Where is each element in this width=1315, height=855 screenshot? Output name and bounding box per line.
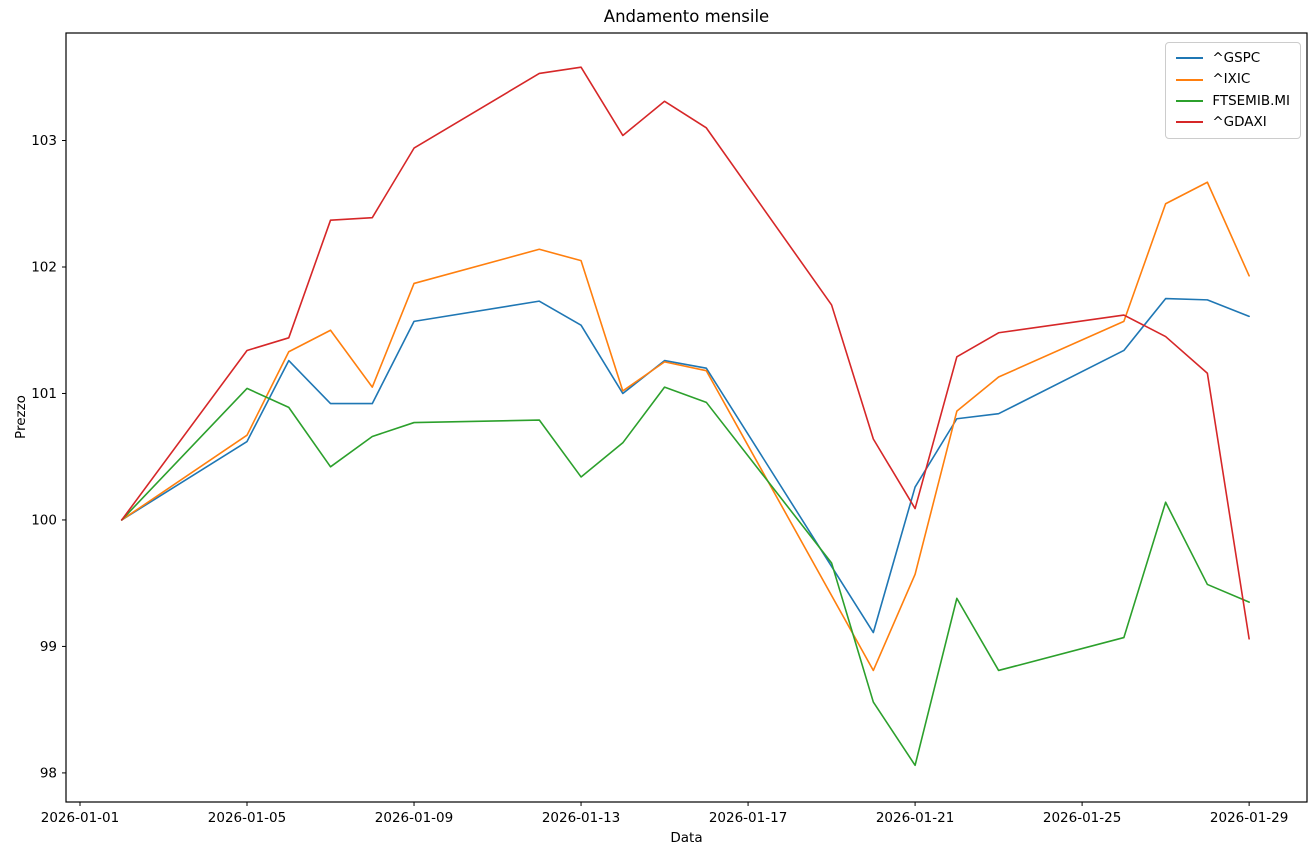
x-tick-label: 2026-01-09 bbox=[375, 810, 453, 826]
legend: ^GSPC ^IXIC FTSEMIB.MI ^GDAXI bbox=[1165, 42, 1301, 139]
legend-label: ^IXIC bbox=[1212, 71, 1251, 88]
legend-item-FTSEMIB.MI: FTSEMIB.MI bbox=[1176, 92, 1290, 109]
x-tick-label: 2026-01-29 bbox=[1210, 810, 1288, 826]
legend-item-^GSPC: ^GSPC bbox=[1176, 51, 1290, 66]
x-tick-label: 2026-01-21 bbox=[876, 810, 954, 826]
y-tick-label: 103 bbox=[31, 133, 57, 149]
legend-swatch bbox=[1176, 100, 1204, 103]
series-line-^GSPC bbox=[120, 297, 1250, 634]
x-axis-label: Data bbox=[670, 830, 703, 846]
legend-swatch bbox=[1176, 78, 1204, 81]
y-tick-label: 99 bbox=[40, 639, 57, 655]
y-tick-label: 98 bbox=[40, 765, 57, 781]
legend-item-^IXIC: ^IXIC bbox=[1176, 72, 1290, 87]
axes-frame bbox=[65, 32, 1308, 803]
x-tick-label: 2026-01-13 bbox=[542, 810, 620, 826]
series-line-FTSEMIB.MI bbox=[120, 386, 1250, 767]
legend-label: ^GSPC bbox=[1212, 50, 1261, 66]
series-line-^GDAXI bbox=[120, 66, 1250, 640]
legend-label: ^GDAXI bbox=[1212, 114, 1267, 131]
x-tick-label: 2026-01-25 bbox=[1043, 810, 1121, 826]
y-tick-label: 100 bbox=[31, 512, 57, 528]
x-tick-label: 2026-01-01 bbox=[41, 810, 119, 826]
legend-swatch bbox=[1176, 121, 1204, 124]
legend-item-^GDAXI: ^GDAXI bbox=[1176, 115, 1290, 130]
x-tick-label: 2026-01-05 bbox=[208, 810, 286, 826]
legend-label: FTSEMIB.MI bbox=[1212, 92, 1290, 109]
series-line-^IXIC bbox=[120, 181, 1250, 672]
legend-swatch bbox=[1176, 57, 1204, 60]
y-tick-label: 102 bbox=[31, 259, 57, 275]
chart-title: Andamento mensile bbox=[603, 7, 770, 26]
x-tick-label: 2026-01-17 bbox=[709, 810, 787, 826]
y-tick-label: 101 bbox=[31, 386, 57, 402]
